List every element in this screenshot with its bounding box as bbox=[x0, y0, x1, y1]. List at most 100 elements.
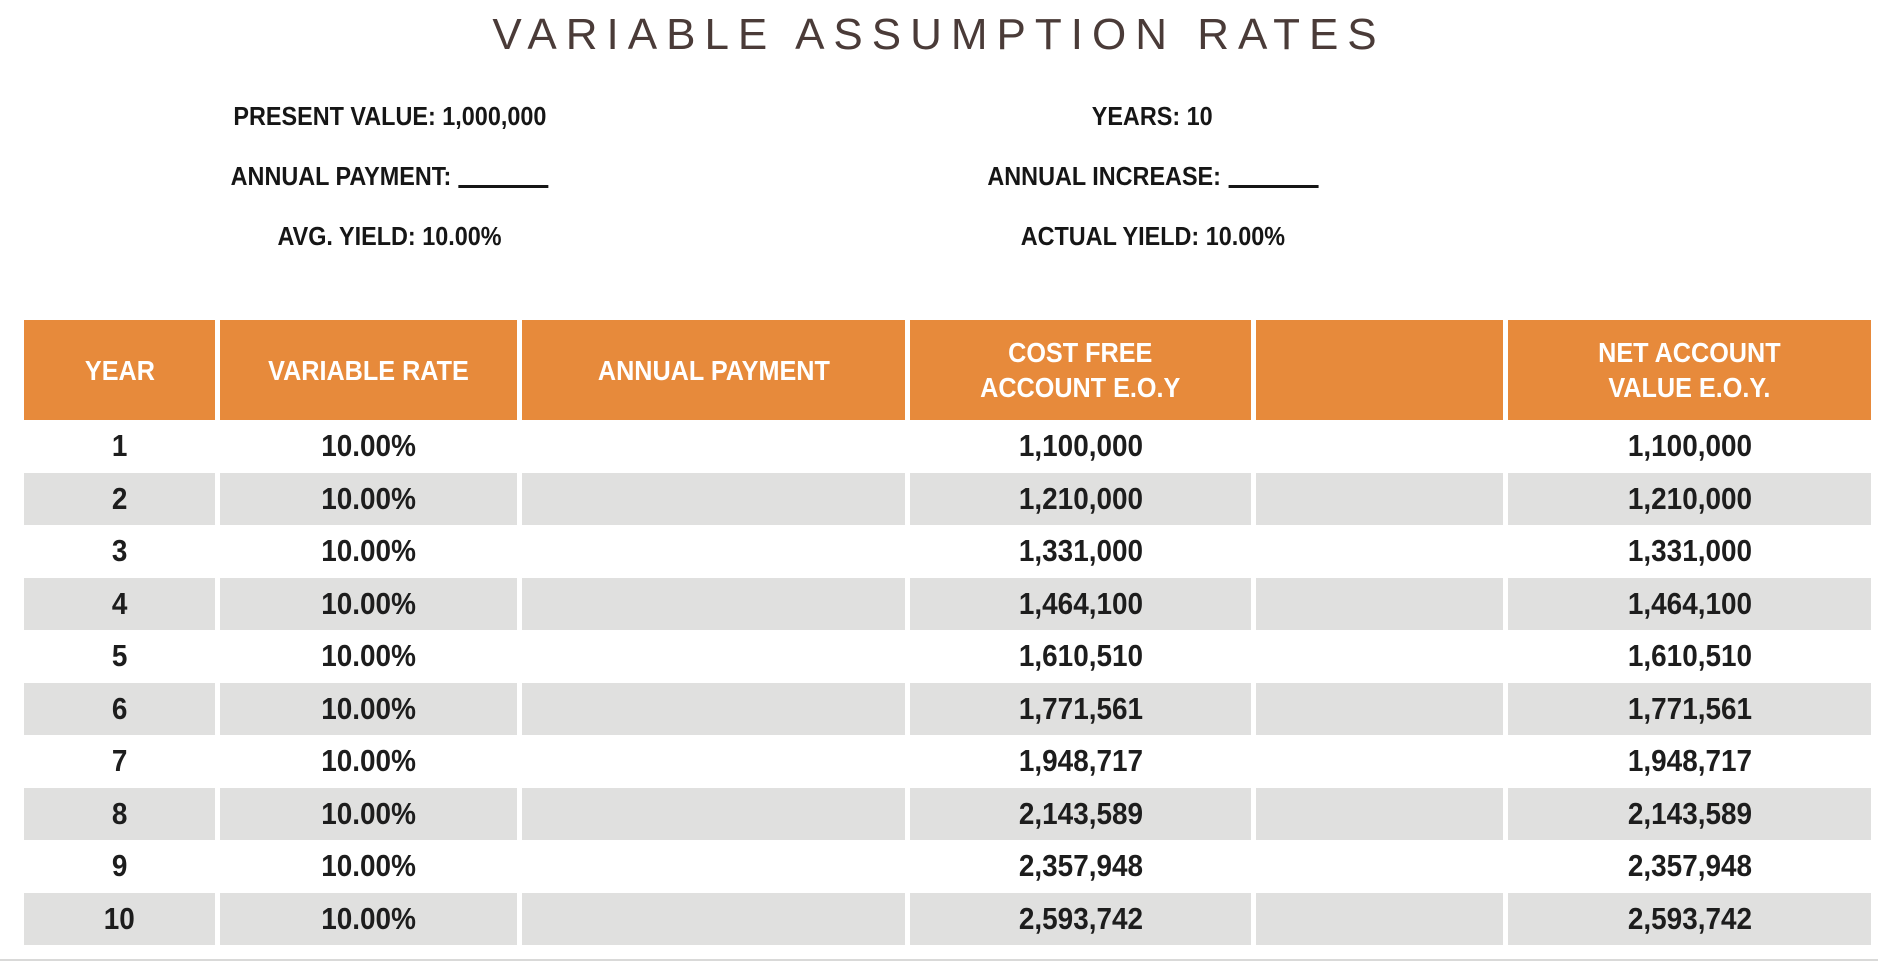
cell-value: 10.00% bbox=[321, 848, 416, 884]
cell-variable-rate-row-2: 10.00% bbox=[220, 472, 517, 525]
cell-annual-payment-row-7 bbox=[522, 735, 905, 788]
column-header-variable-rate: VARIABLE RATE bbox=[220, 320, 517, 420]
parameter-right-0: YEARS: 10 bbox=[1085, 100, 1219, 132]
cell-year-row-1: 1 bbox=[24, 420, 215, 473]
cell-spacer-row-6 bbox=[1256, 682, 1503, 735]
cell-value: 10 bbox=[103, 900, 136, 936]
column-header-net-account-value-eoy: NET ACCOUNT VALUE E.O.Y. bbox=[1508, 320, 1871, 420]
cell-spacer-row-9 bbox=[1256, 840, 1503, 893]
cell-value: 5 bbox=[111, 638, 128, 674]
cell-value: 6 bbox=[111, 690, 128, 726]
column-header-label: YEAR bbox=[84, 354, 155, 386]
cell-net-account-value-eoy-row-5: 1,610,510 bbox=[1508, 630, 1871, 683]
cell-net-account-value-eoy-row-3: 1,331,000 bbox=[1508, 525, 1871, 578]
column-header-spacer bbox=[1256, 320, 1503, 420]
cell-cost-free-account-eoy-row-5: 1,610,510 bbox=[910, 630, 1251, 683]
page: VARIABLE ASSUMPTION RATES PRESENT VALUE:… bbox=[0, 10, 1878, 961]
cell-net-account-value-eoy-row-8: 2,143,589 bbox=[1508, 787, 1871, 840]
column-header-cost-free-account-eoy: COST FREE ACCOUNT E.O.Y bbox=[910, 320, 1251, 420]
parameter-text: YEARS: 10 bbox=[1092, 101, 1213, 131]
cell-value: 1,331,000 bbox=[1627, 533, 1752, 569]
cell-value: 3 bbox=[111, 533, 128, 569]
cell-value: 10.00% bbox=[321, 743, 416, 779]
cell-annual-payment-row-5 bbox=[522, 630, 905, 683]
cell-spacer-row-7 bbox=[1256, 735, 1503, 788]
cell-value: 2,357,948 bbox=[1018, 848, 1143, 884]
cell-annual-payment-row-4 bbox=[522, 577, 905, 630]
cell-cost-free-account-eoy-row-8: 2,143,589 bbox=[910, 787, 1251, 840]
assumption-parameters: PRESENT VALUE: 1,000,000 ANNUAL PAYMENT: A… bbox=[0, 100, 1878, 252]
cell-year-row-3: 3 bbox=[24, 525, 215, 578]
cell-cost-free-account-eoy-row-6: 1,771,561 bbox=[910, 682, 1251, 735]
cell-annual-payment-row-10 bbox=[522, 892, 905, 945]
cell-variable-rate-row-6: 10.00% bbox=[220, 682, 517, 735]
cell-spacer-row-3 bbox=[1256, 525, 1503, 578]
cell-annual-payment-row-8 bbox=[522, 787, 905, 840]
cell-value: 1,464,100 bbox=[1627, 585, 1752, 621]
cell-cost-free-account-eoy-row-3: 1,331,000 bbox=[910, 525, 1251, 578]
column-header-year: YEAR bbox=[24, 320, 215, 420]
cell-value: 2 bbox=[111, 480, 128, 516]
parameter-text: AVG. YIELD: 10.00% bbox=[277, 221, 503, 251]
cell-value: 1,610,510 bbox=[1627, 638, 1752, 674]
blank-fill-line bbox=[458, 181, 549, 188]
cell-annual-payment-row-9 bbox=[522, 840, 905, 893]
cell-value: 1,464,100 bbox=[1018, 585, 1143, 621]
cell-value: 1,610,510 bbox=[1018, 638, 1143, 674]
cell-value: 10.00% bbox=[321, 533, 416, 569]
cell-year-row-10: 10 bbox=[24, 892, 215, 945]
column-header-label: ANNUAL PAYMENT bbox=[597, 354, 830, 386]
cell-value: 10.00% bbox=[321, 638, 416, 674]
cell-cost-free-account-eoy-row-4: 1,464,100 bbox=[910, 577, 1251, 630]
blank-fill-line bbox=[1227, 181, 1318, 188]
cell-annual-payment-row-6 bbox=[522, 682, 905, 735]
cell-value: 1,210,000 bbox=[1627, 480, 1752, 516]
parameter-text: PRESENT VALUE: 1,000,000 bbox=[233, 101, 547, 131]
cell-variable-rate-row-1: 10.00% bbox=[220, 420, 517, 473]
cell-net-account-value-eoy-row-1: 1,100,000 bbox=[1508, 420, 1871, 473]
cell-cost-free-account-eoy-row-1: 1,100,000 bbox=[910, 420, 1251, 473]
cell-spacer-row-8 bbox=[1256, 787, 1503, 840]
parameter-left-1: ANNUAL PAYMENT: bbox=[213, 160, 566, 192]
column-header-label: COST FREE ACCOUNT E.O.Y bbox=[980, 337, 1181, 403]
cell-value: 1,771,561 bbox=[1627, 690, 1752, 726]
cell-year-row-4: 4 bbox=[24, 577, 215, 630]
table-body: 1 10.00% 1,100,000 1,100,000 2 10.00% 1,210,00… bbox=[24, 420, 1871, 945]
parameters-left-column: PRESENT VALUE: 1,000,000 ANNUAL PAYMENT: A… bbox=[0, 100, 780, 252]
cell-value: 1,100,000 bbox=[1627, 428, 1752, 464]
cell-year-row-8: 8 bbox=[24, 787, 215, 840]
cell-value: 1,210,000 bbox=[1018, 480, 1143, 516]
cell-value: 1,771,561 bbox=[1018, 690, 1143, 726]
cell-year-row-9: 9 bbox=[24, 840, 215, 893]
cell-value: 1 bbox=[111, 428, 128, 464]
cell-value: 7 bbox=[111, 743, 128, 779]
cell-value: 2,143,589 bbox=[1627, 795, 1752, 831]
cell-cost-free-account-eoy-row-9: 2,357,948 bbox=[910, 840, 1251, 893]
cell-cost-free-account-eoy-row-10: 2,593,742 bbox=[910, 892, 1251, 945]
parameter-left-2: AVG. YIELD: 10.00% bbox=[265, 220, 514, 252]
parameter-right-1: ANNUAL INCREASE: bbox=[969, 160, 1337, 192]
cell-value: 2,593,742 bbox=[1018, 900, 1143, 936]
cell-net-account-value-eoy-row-2: 1,210,000 bbox=[1508, 472, 1871, 525]
cell-value: 1,100,000 bbox=[1018, 428, 1143, 464]
cell-spacer-row-5 bbox=[1256, 630, 1503, 683]
cell-value: 10.00% bbox=[321, 795, 416, 831]
cell-variable-rate-row-8: 10.00% bbox=[220, 787, 517, 840]
cell-variable-rate-row-10: 10.00% bbox=[220, 892, 517, 945]
cell-net-account-value-eoy-row-10: 2,593,742 bbox=[1508, 892, 1871, 945]
cell-variable-rate-row-7: 10.00% bbox=[220, 735, 517, 788]
cell-spacer-row-4 bbox=[1256, 577, 1503, 630]
cell-variable-rate-row-9: 10.00% bbox=[220, 840, 517, 893]
page-title: VARIABLE ASSUMPTION RATES bbox=[492, 10, 1386, 59]
cell-year-row-7: 7 bbox=[24, 735, 215, 788]
cell-spacer-row-2 bbox=[1256, 472, 1503, 525]
cell-variable-rate-row-5: 10.00% bbox=[220, 630, 517, 683]
cell-value: 10.00% bbox=[321, 428, 416, 464]
cell-net-account-value-eoy-row-7: 1,948,717 bbox=[1508, 735, 1871, 788]
cell-annual-payment-row-1 bbox=[522, 420, 905, 473]
cell-value: 2,357,948 bbox=[1627, 848, 1752, 884]
cell-year-row-2: 2 bbox=[24, 472, 215, 525]
cell-spacer-row-1 bbox=[1256, 420, 1503, 473]
cell-value: 10.00% bbox=[321, 480, 416, 516]
cell-value: 8 bbox=[111, 795, 128, 831]
